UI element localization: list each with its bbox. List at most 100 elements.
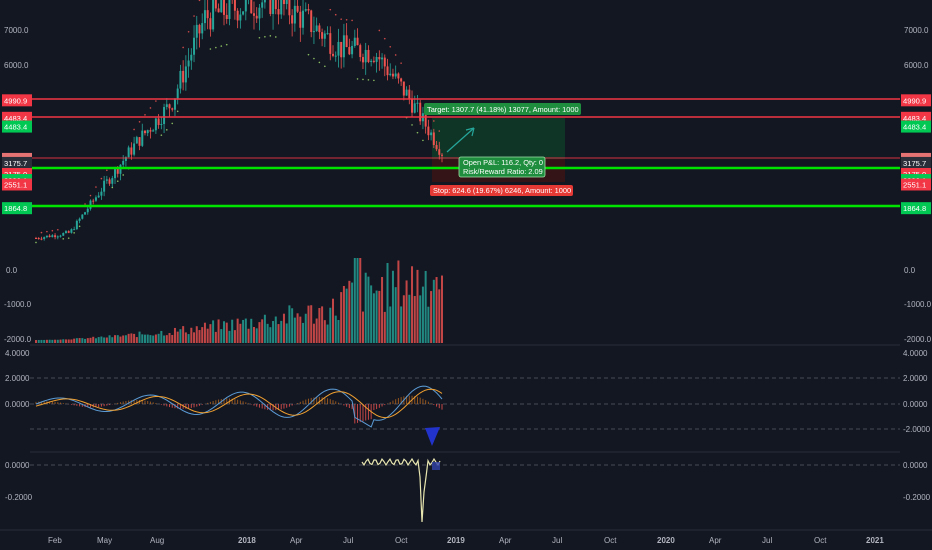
volume-bar [307,305,310,343]
candle-body [133,143,136,155]
volume-bar [381,276,384,343]
candle-body [45,235,48,238]
volume-bar [432,279,435,343]
candle-body [124,157,127,161]
volume-bar [438,289,441,343]
candle-body [242,11,245,15]
candle-body [361,57,364,63]
candle-body [187,60,190,67]
volume-bar [43,339,46,343]
candle-body [383,57,386,67]
risk-reward-label: Risk/Reward Ratio: 2.09 [463,167,543,176]
sar-dot [373,79,375,82]
volume-bar [280,320,283,343]
volume-bar [45,339,48,343]
volume-bar [323,320,326,343]
volume-bar [84,338,87,343]
candle-body [152,130,155,132]
volume-bar [203,322,206,343]
candle-body [64,231,67,234]
volume-bar [247,328,250,343]
candle-body [56,236,59,238]
time-axis-label: Apr [499,536,512,545]
candle-body [351,45,354,55]
candle-body [114,168,117,179]
volume-bar [119,336,122,343]
volume-bar [375,290,378,343]
volume-bar [86,338,89,343]
candle-body [92,200,95,202]
macd-tick: 2.0000 [5,374,30,383]
volume-bar [133,333,136,343]
volume-bar [391,270,394,343]
price-badge-label: 4990.9 [903,96,926,105]
left-price-tick: 7000.0 [4,26,29,35]
volume-bar [351,282,354,343]
parabolic-sar [35,0,441,244]
candle-body [312,31,315,33]
volume-bar [378,290,381,343]
volume-bar [337,320,340,343]
sar-dot [176,110,179,113]
price-badge: 3175.7 [2,156,32,169]
price-badge-label: 2551.1 [903,180,926,189]
candle-body [402,81,405,96]
macd-tick: 4.0000 [5,349,30,358]
volume-bar [173,327,176,343]
candle-body [356,37,359,46]
candle-body [40,238,43,240]
sar-dot [111,186,114,189]
price-badges: 4990.94990.94483.44483.44483.44483.43291… [2,94,931,215]
candle-body [252,13,255,16]
volume-bar [266,323,269,343]
candle-body [427,126,430,136]
volume-bar [51,339,54,343]
time-axis[interactable]: Feb May Aug 2018 Apr Jul Oct 2019 Apr Jul Oct 2020 A… [48,536,884,545]
volume-bar [73,338,76,343]
sar-dot [144,114,146,116]
volume-bar [304,313,307,343]
target-label[interactable]: Target: 1307.7 (41.18%) 13077, Amount: 1… [424,103,581,115]
volume-bar [326,324,329,343]
sar-dot [274,36,277,38]
candle-body [201,23,204,34]
sar-dot [155,100,157,102]
candle-body [105,179,108,181]
volume-bar [179,329,182,343]
macd-tick: 0.0000 [5,400,30,409]
candle-body [135,137,138,144]
volume-bar [332,298,335,343]
price-badge: 4990.9 [2,94,32,107]
volume-bar [318,308,321,343]
candle-body [182,70,185,83]
open-pnl-box[interactable]: Open P&L: 116.2, Qty: 0 Risk/Reward Rati… [458,156,546,178]
stop-label[interactable]: Stop: 624.6 (19.67%) 6246, Amount: 1000 [430,185,573,196]
volume-bar [231,319,234,343]
volume-bar [195,326,198,343]
candle-body [173,98,176,110]
price-badge: 1864.8 [901,202,931,215]
candle-body [154,118,157,131]
right-price-tick: 7000.0 [904,26,929,35]
sar-dot [324,65,326,68]
volume-bar [411,266,414,343]
candle-body [157,118,160,125]
volume-bar [105,337,108,343]
volume-bar [124,335,127,343]
volume-bar [364,272,367,343]
volume-bar [302,322,305,343]
volume-bar [394,287,397,343]
volume-bar [127,333,130,343]
candle-body [400,78,403,82]
volume-bar [274,316,277,343]
candle-body [122,160,125,165]
volume-bar [236,318,239,343]
candle-body [228,0,231,19]
target-zone[interactable] [432,118,565,159]
volume-bar [201,327,204,343]
volume-bar [413,296,416,343]
volume-bar [116,335,119,343]
candle-body [81,214,84,219]
projection-arrow [446,127,475,153]
